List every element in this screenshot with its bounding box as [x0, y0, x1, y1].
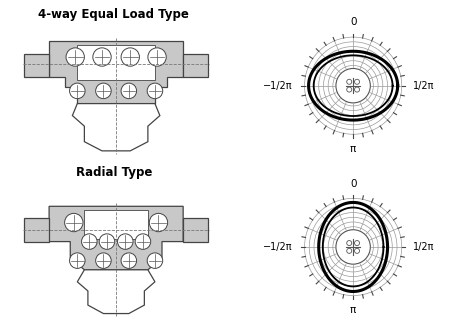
Circle shape — [99, 234, 115, 249]
Circle shape — [96, 253, 111, 268]
Circle shape — [355, 87, 360, 92]
Circle shape — [355, 79, 360, 84]
Polygon shape — [84, 210, 148, 240]
Circle shape — [147, 253, 163, 268]
Text: π: π — [350, 144, 356, 154]
Text: 0: 0 — [350, 17, 356, 28]
Circle shape — [70, 253, 85, 268]
Polygon shape — [183, 54, 208, 77]
Circle shape — [355, 241, 360, 246]
Text: Radial Type: Radial Type — [75, 166, 152, 179]
Circle shape — [147, 83, 163, 99]
Polygon shape — [49, 41, 183, 103]
Circle shape — [121, 253, 137, 268]
Text: π: π — [350, 305, 356, 315]
Circle shape — [135, 234, 151, 249]
Circle shape — [82, 234, 97, 249]
Polygon shape — [24, 218, 49, 242]
Circle shape — [121, 83, 137, 99]
Circle shape — [148, 48, 166, 66]
Text: 1/2π: 1/2π — [413, 81, 435, 91]
Circle shape — [346, 79, 352, 84]
Text: 4-way Equal Load Type: 4-way Equal Load Type — [38, 8, 189, 22]
Circle shape — [121, 48, 139, 66]
Polygon shape — [183, 218, 208, 242]
Polygon shape — [77, 45, 155, 80]
Circle shape — [346, 248, 352, 253]
Circle shape — [346, 87, 352, 92]
Polygon shape — [49, 206, 183, 270]
Polygon shape — [24, 54, 49, 77]
Polygon shape — [77, 270, 155, 313]
Circle shape — [149, 213, 168, 232]
Text: 0: 0 — [350, 179, 356, 189]
Circle shape — [93, 48, 111, 66]
Circle shape — [66, 48, 84, 66]
Polygon shape — [73, 103, 160, 151]
Circle shape — [118, 234, 133, 249]
Text: 1/2π: 1/2π — [413, 242, 435, 252]
Circle shape — [64, 213, 83, 232]
Text: −1/2π: −1/2π — [263, 81, 293, 91]
Text: −1/2π: −1/2π — [263, 242, 293, 252]
Circle shape — [346, 241, 352, 246]
Circle shape — [96, 83, 111, 99]
Circle shape — [336, 230, 370, 264]
Circle shape — [70, 83, 85, 99]
Circle shape — [355, 248, 360, 253]
Circle shape — [336, 69, 370, 103]
